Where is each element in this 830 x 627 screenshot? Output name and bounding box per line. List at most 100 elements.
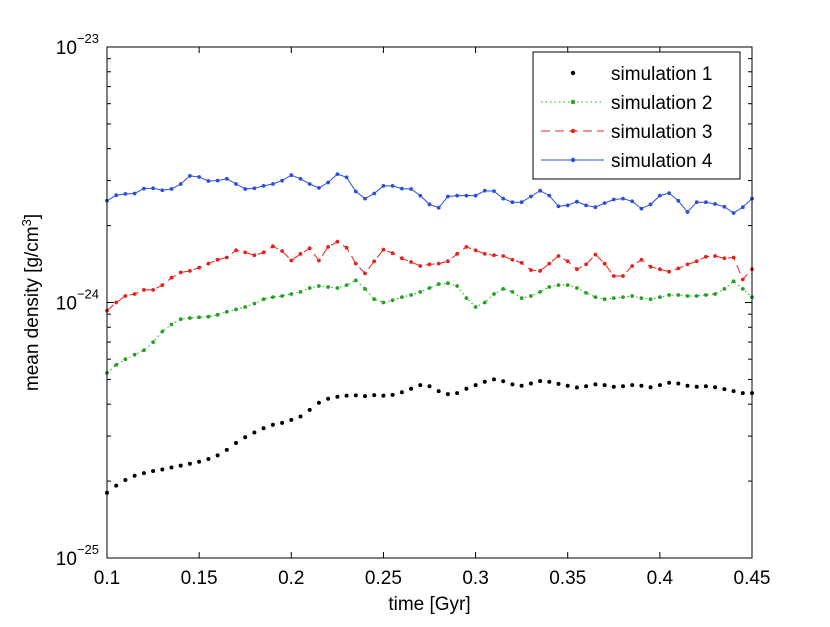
data-point xyxy=(593,252,598,257)
data-point xyxy=(252,430,257,435)
data-point xyxy=(206,314,211,319)
data-point xyxy=(142,288,146,292)
data-point xyxy=(547,193,552,198)
data-point xyxy=(160,467,165,472)
data-point xyxy=(427,286,432,290)
data-point xyxy=(648,297,653,302)
data-point xyxy=(722,256,727,261)
series-3 xyxy=(105,239,754,313)
data-point xyxy=(501,196,506,201)
data-point xyxy=(740,391,745,396)
data-point xyxy=(529,294,533,298)
data-point xyxy=(372,393,377,398)
data-point xyxy=(538,290,542,294)
data-point xyxy=(400,256,404,261)
data-point xyxy=(676,198,681,203)
data-point xyxy=(446,281,450,286)
data-point xyxy=(694,259,699,264)
data-point xyxy=(657,383,662,388)
data-point xyxy=(740,287,745,291)
data-point xyxy=(667,380,672,385)
data-point xyxy=(473,383,478,388)
data-point xyxy=(197,175,202,179)
data-point xyxy=(529,194,533,199)
data-point xyxy=(390,392,395,397)
data-point xyxy=(178,463,183,468)
x-tick-label: 0.2 xyxy=(278,568,304,589)
x-tick-label: 0.3 xyxy=(462,568,488,589)
data-point xyxy=(188,316,192,320)
data-point xyxy=(621,274,625,278)
data-point xyxy=(722,387,727,392)
data-point xyxy=(547,261,552,266)
data-point xyxy=(501,379,506,384)
data-point xyxy=(492,253,496,258)
data-point xyxy=(243,250,248,255)
data-point xyxy=(344,245,349,250)
data-point xyxy=(556,204,561,209)
data-point xyxy=(436,261,441,266)
data-point xyxy=(492,189,496,194)
data-point xyxy=(455,391,460,396)
y-tick-label: 10−23 xyxy=(56,31,99,59)
data-point xyxy=(372,259,377,264)
data-point xyxy=(409,187,413,191)
data-point xyxy=(427,202,432,207)
data-point xyxy=(436,205,441,210)
data-point xyxy=(197,459,202,464)
data-point xyxy=(694,384,699,389)
data-point xyxy=(575,199,579,204)
data-point xyxy=(160,188,165,193)
data-point xyxy=(197,265,202,270)
data-point xyxy=(639,257,644,262)
data-point xyxy=(234,248,238,253)
data-point xyxy=(713,292,717,296)
data-point xyxy=(132,352,137,357)
data-point xyxy=(353,278,358,283)
data-point xyxy=(713,202,717,206)
data-point xyxy=(694,294,699,298)
data-point xyxy=(169,187,174,191)
data-point xyxy=(271,244,275,249)
x-tick-label: 0.1 xyxy=(94,568,120,589)
data-point xyxy=(160,283,165,287)
data-point xyxy=(307,286,312,290)
legend-label: simulation 2 xyxy=(611,93,712,114)
data-point xyxy=(344,175,349,180)
y-axis-label-sup: 3 xyxy=(19,219,34,226)
legend-marker xyxy=(570,128,576,134)
data-point xyxy=(141,471,146,476)
data-point xyxy=(215,453,220,458)
data-point xyxy=(151,340,156,344)
data-point xyxy=(188,174,192,178)
data-point xyxy=(538,269,542,273)
data-point xyxy=(289,417,294,422)
data-point xyxy=(316,400,321,405)
data-point xyxy=(123,478,128,482)
data-point xyxy=(722,287,727,291)
data-point xyxy=(464,386,469,391)
data-point xyxy=(464,193,469,198)
data-point xyxy=(123,294,128,298)
data-point xyxy=(501,287,506,291)
data-point xyxy=(473,193,478,198)
data-point xyxy=(280,249,284,253)
data-point xyxy=(704,254,708,259)
data-point xyxy=(704,293,708,297)
data-point xyxy=(611,384,616,389)
y-tick-label: 10−24 xyxy=(56,287,99,315)
series-line xyxy=(106,279,753,374)
data-point xyxy=(602,383,607,388)
data-point xyxy=(519,296,524,300)
data-point xyxy=(648,202,653,207)
y-axis-label: mean density [g/cm3] xyxy=(19,214,44,391)
data-point xyxy=(160,329,165,334)
data-point xyxy=(363,287,367,291)
data-point xyxy=(215,312,220,317)
data-point xyxy=(455,252,459,256)
data-point xyxy=(114,363,119,367)
data-point xyxy=(538,379,543,383)
data-point xyxy=(298,252,303,256)
data-point xyxy=(178,270,183,275)
